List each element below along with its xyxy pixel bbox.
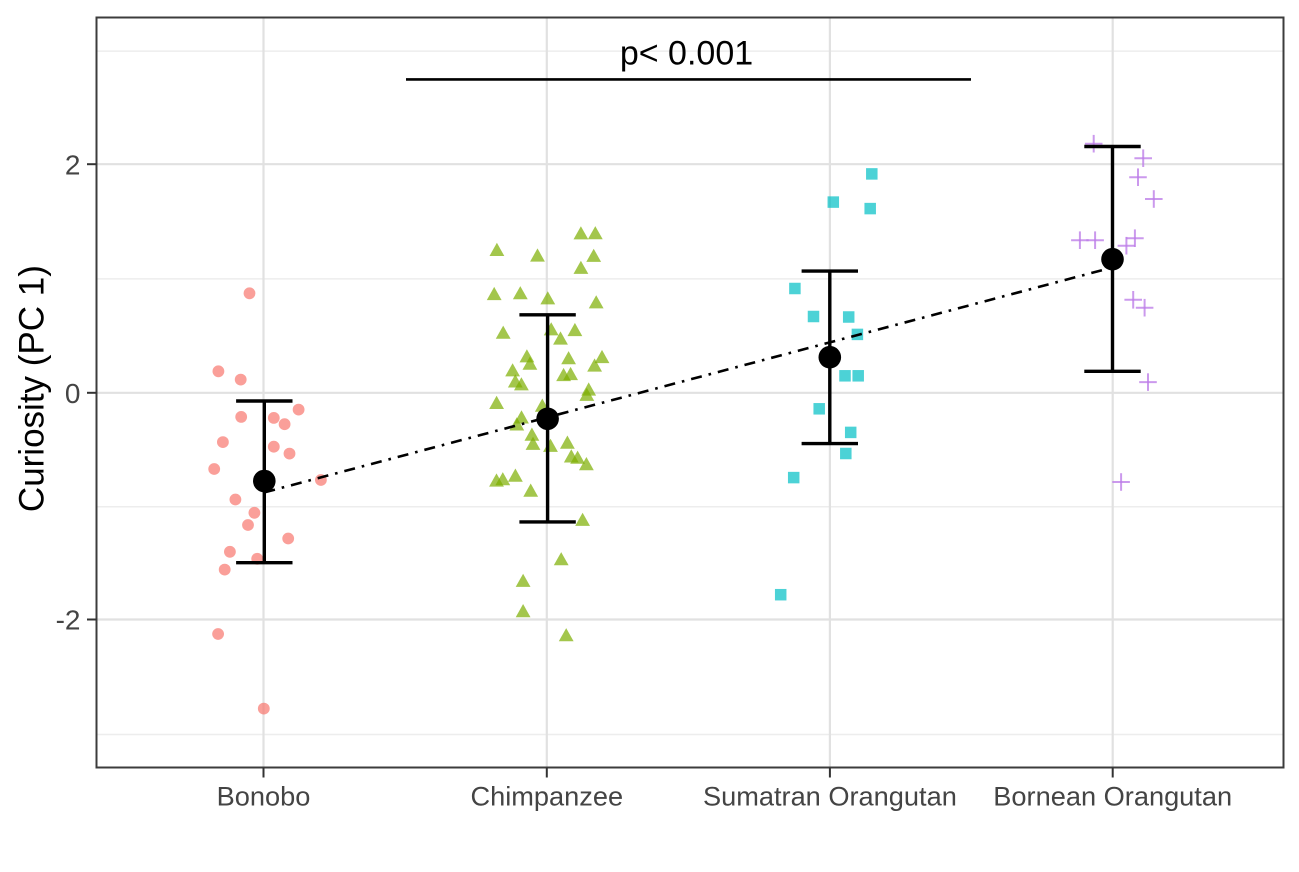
svg-text:2: 2 bbox=[65, 149, 81, 180]
svg-text:Bonobo: Bonobo bbox=[217, 781, 311, 812]
svg-text:Curiosity (PC 1): Curiosity (PC 1) bbox=[13, 265, 52, 512]
svg-text:Bornean Orangutan: Bornean Orangutan bbox=[993, 781, 1232, 812]
svg-text:-2: -2 bbox=[56, 605, 81, 636]
svg-text:0: 0 bbox=[65, 378, 81, 409]
svg-text:p< 0.001: p< 0.001 bbox=[620, 35, 753, 73]
svg-text:Chimpanzee: Chimpanzee bbox=[470, 781, 623, 812]
svg-text:Sumatran Orangutan: Sumatran Orangutan bbox=[703, 781, 957, 812]
